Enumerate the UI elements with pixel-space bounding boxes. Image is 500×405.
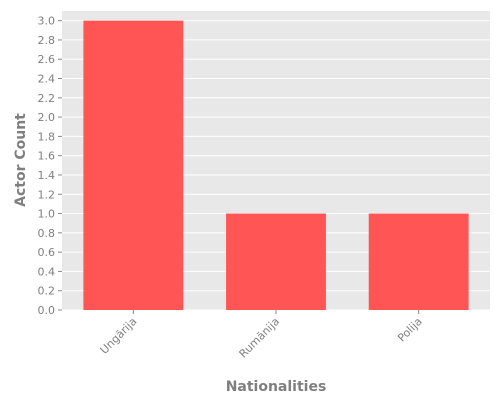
x-tick-label: Ungārija bbox=[98, 315, 140, 357]
y-tick-label: 3.0 bbox=[38, 15, 56, 28]
y-tick-label: 2.8 bbox=[38, 34, 56, 47]
x-axis-title: Nationalities bbox=[226, 379, 327, 395]
y-tick-label: 0.8 bbox=[38, 227, 56, 240]
bar bbox=[83, 20, 184, 310]
y-tick-label: 2.2 bbox=[38, 92, 56, 105]
y-tick-label: 0.2 bbox=[38, 285, 56, 298]
y-tick-label: 1.2 bbox=[38, 188, 56, 201]
bars bbox=[83, 20, 469, 310]
y-tick-label: 0.4 bbox=[38, 265, 56, 278]
bar bbox=[368, 213, 469, 310]
y-tick-label: 1.4 bbox=[38, 169, 56, 182]
x-tick-label: Polija bbox=[395, 315, 425, 345]
y-axis-title: Actor Count bbox=[13, 113, 29, 207]
y-tick-label: 0.0 bbox=[38, 304, 56, 317]
y-tick-label: 1.8 bbox=[38, 130, 56, 143]
bar bbox=[226, 213, 326, 310]
y-tick-label: 2.0 bbox=[38, 111, 56, 124]
y-tick-label: 1.6 bbox=[38, 150, 56, 163]
y-axis-ticks: 0.0 0.2 0.4 0.6 0.8 1.0 1.2 1.4 1.6 1.8 2.0 2.2 2.4 2… bbox=[38, 15, 62, 317]
y-tick-label: 1.0 bbox=[38, 208, 56, 221]
x-tick-label: Rumānija bbox=[237, 315, 283, 361]
x-axis-ticks: Ungārija Rumānija Polija bbox=[98, 310, 425, 360]
y-tick-label: 2.4 bbox=[38, 73, 56, 86]
y-tick-label: 2.6 bbox=[38, 53, 56, 66]
y-tick-label: 0.6 bbox=[38, 246, 56, 259]
